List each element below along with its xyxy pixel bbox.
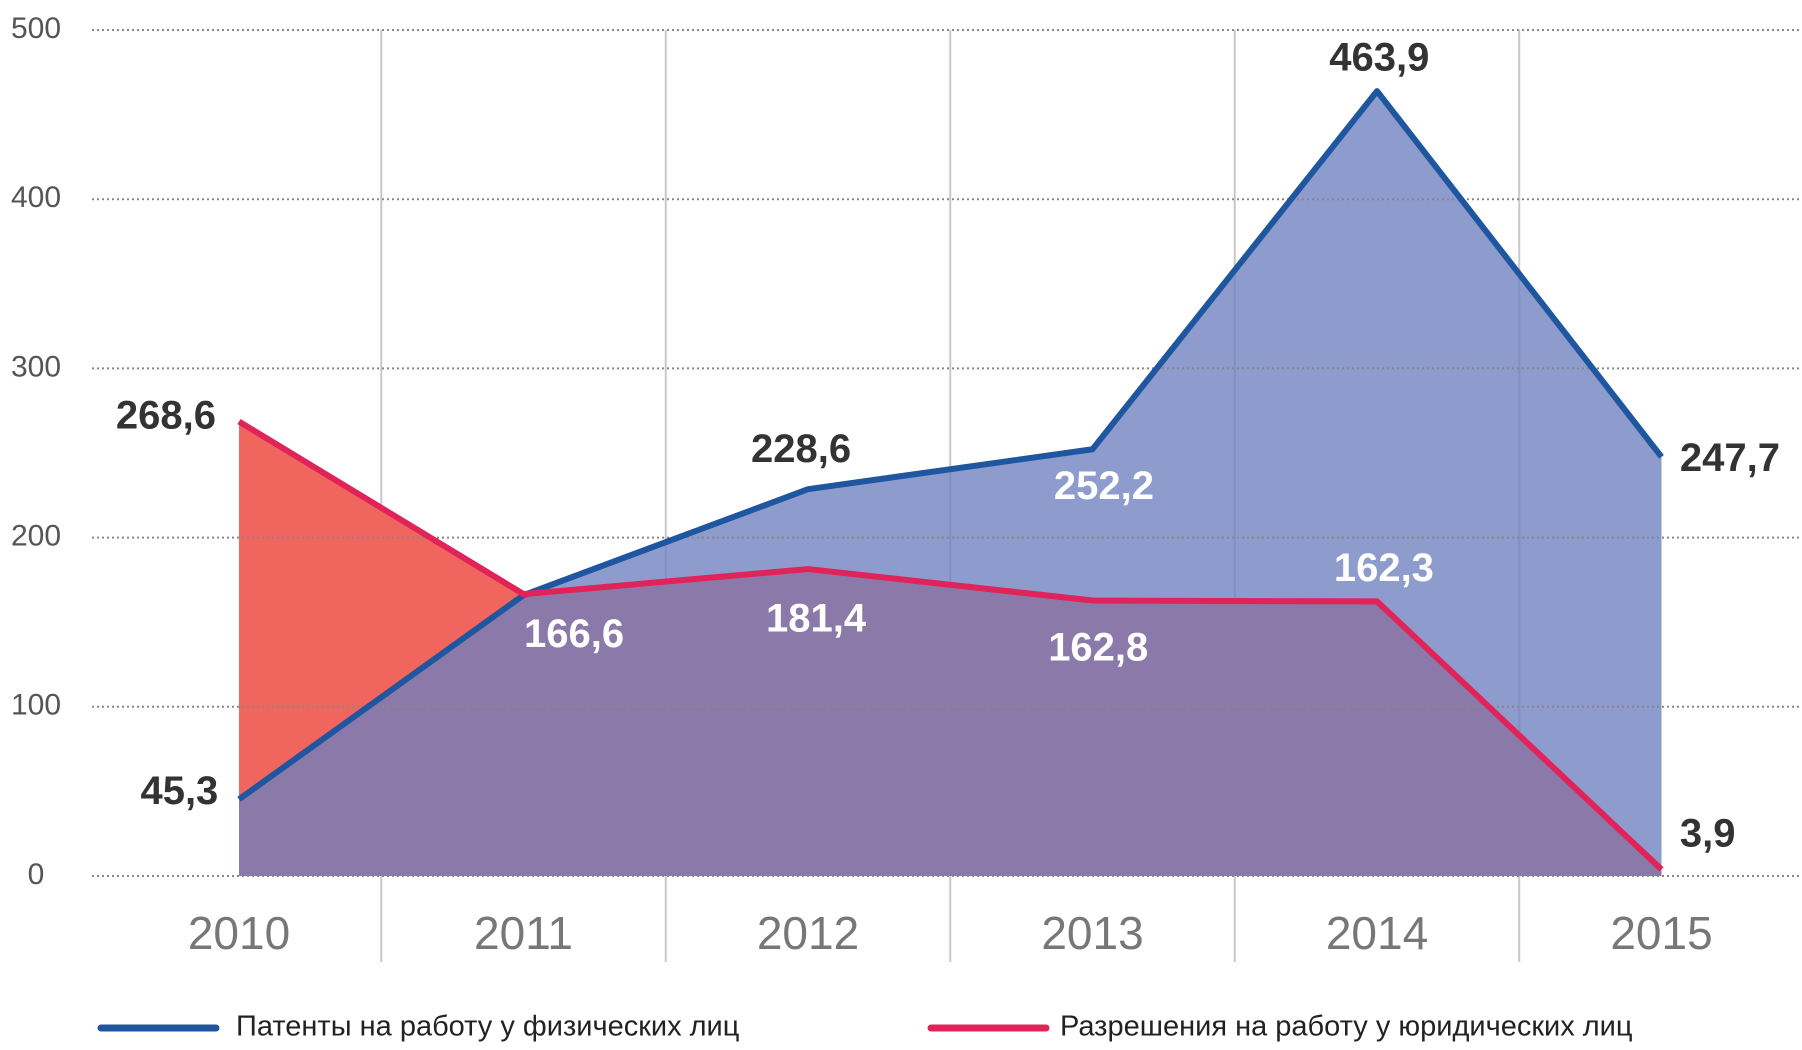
value-label: 252,2 <box>1054 464 1154 508</box>
legend-label: Разрешения на работу у юридических лиц <box>1060 1011 1633 1043</box>
value-label: 162,8 <box>1048 626 1148 670</box>
value-label: 268,6 <box>116 394 216 438</box>
value-label: 166,6 <box>524 612 624 656</box>
x-tick-label: 2015 <box>1610 907 1712 959</box>
value-label: 463,9 <box>1329 36 1429 80</box>
value-label: 162,3 <box>1334 546 1434 590</box>
y-tick-label: 100 <box>11 689 61 722</box>
value-label: 247,7 <box>1680 436 1780 480</box>
y-tick-label: 500 <box>11 12 61 45</box>
legend-label: Патенты на работу у физических лиц <box>236 1011 739 1043</box>
line <box>237 88 1664 802</box>
x-tick-label: 2010 <box>188 907 290 959</box>
value-label: 45,3 <box>140 769 218 813</box>
y-tick-label: 400 <box>11 181 61 214</box>
line <box>237 418 1664 872</box>
x-tick-label: 2012 <box>757 907 859 959</box>
y-tick-label: 200 <box>11 520 61 553</box>
x-tick-label: 2014 <box>1326 907 1428 959</box>
value-label: 3,9 <box>1680 812 1736 856</box>
x-tick-label: 2013 <box>1041 907 1143 959</box>
y-tick-label: 0 <box>28 858 45 891</box>
y-tick-label: 300 <box>11 350 61 383</box>
area <box>239 91 1662 877</box>
value-label: 181,4 <box>766 596 867 640</box>
value-label: 228,6 <box>751 427 851 471</box>
x-tick-label: 2011 <box>474 907 573 959</box>
